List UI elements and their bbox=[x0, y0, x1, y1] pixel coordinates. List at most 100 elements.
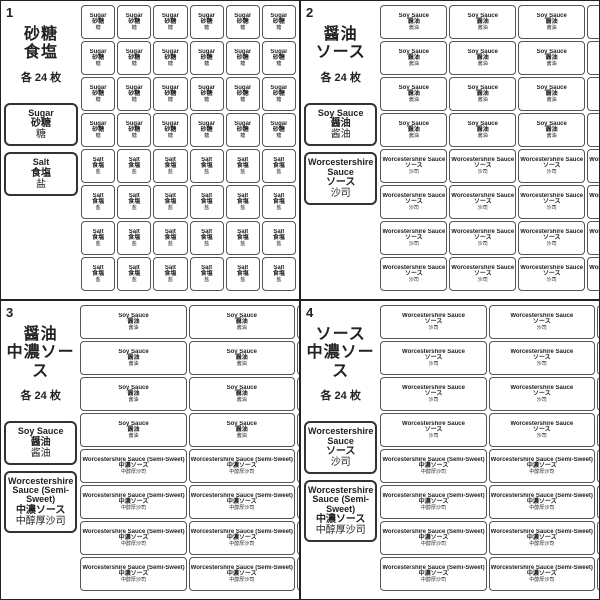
mini-label: Sugar砂糖糖 bbox=[117, 5, 151, 39]
detail-jp: ソース bbox=[326, 446, 356, 457]
mini-cn: 盐 bbox=[132, 242, 137, 247]
mini-label: Salt食塩盐 bbox=[262, 221, 296, 255]
mini-label: Worcestershire Sauce (Semi-Sweet)中濃ソース中醇… bbox=[380, 485, 486, 519]
mini-cn: 中醇厚沙司 bbox=[529, 506, 554, 511]
mini-cn: 沙司 bbox=[547, 206, 557, 211]
mini-cn: 盐 bbox=[276, 278, 281, 283]
detail-en: Sugar bbox=[28, 109, 54, 118]
count-label: 各 24 枚 bbox=[321, 387, 361, 403]
quadrant-number: 1 bbox=[6, 5, 13, 20]
mini-cn: 酱油 bbox=[237, 362, 247, 367]
mini-label: Sugar砂糖糖 bbox=[81, 77, 115, 111]
count-label: 各 24 枚 bbox=[321, 69, 361, 85]
mini-cn: 盐 bbox=[132, 278, 137, 283]
mini-cn: 中醇厚沙司 bbox=[529, 578, 554, 583]
mini-label: Soy Sauce醤油酱油 bbox=[518, 5, 585, 39]
side-panel: 4ソース 中濃ソース各 24 枚Worcestershire Sauceソース沙… bbox=[304, 305, 377, 595]
mini-cn: 酱油 bbox=[409, 134, 419, 139]
mini-label: Sugar砂糖糖 bbox=[190, 113, 224, 147]
detail-cn: 盐 bbox=[36, 179, 46, 190]
mini-label: Sugar砂糖糖 bbox=[81, 41, 115, 75]
mini-label: Salt食塩盐 bbox=[262, 185, 296, 219]
mini-label: Worcestershire Sauce (Semi-Sweet)中濃ソース中醇… bbox=[80, 449, 186, 483]
quadrant-4: 4ソース 中濃ソース各 24 枚Worcestershire Sauceソース沙… bbox=[300, 300, 600, 600]
mini-cn: 沙司 bbox=[547, 170, 557, 175]
mini-label: Sugar砂糖糖 bbox=[81, 113, 115, 147]
mini-label: Soy Sauce醤油酱油 bbox=[449, 5, 516, 39]
mini-cn: 中醇厚沙司 bbox=[421, 470, 446, 475]
mini-cn: 盐 bbox=[204, 206, 209, 211]
mini-label: Soy Sauce醤油酱油 bbox=[80, 341, 186, 375]
mini-label: Sugar砂糖糖 bbox=[117, 41, 151, 75]
mini-cn: 盐 bbox=[168, 278, 173, 283]
mini-label: Sugar砂糖糖 bbox=[117, 113, 151, 147]
detail-en: Worcestershire Sauce (Semi-Sweet) bbox=[308, 486, 373, 514]
detail-card: Worcestershire Sauceソース沙司 bbox=[304, 152, 377, 205]
detail-en: Soy Sauce bbox=[18, 427, 64, 436]
mini-label: Sugar砂糖糖 bbox=[226, 5, 260, 39]
mini-label: Worcestershire Sauce (Semi-Sweet)中濃ソース中醇… bbox=[489, 485, 595, 519]
mini-cn: 酱油 bbox=[129, 362, 139, 367]
mini-label: Worcestershire Sauceソース沙司 bbox=[380, 413, 486, 447]
mini-label: Worcestershire Sauce (Semi-Sweet)中濃ソース中醇… bbox=[80, 485, 186, 519]
mini-label: Worcestershire Sauceソース沙司 bbox=[518, 185, 585, 219]
mini-cn: 糖 bbox=[168, 26, 173, 31]
detail-jp: 醤油 bbox=[331, 118, 351, 129]
mini-cn: 沙司 bbox=[429, 326, 439, 331]
mini-cn: 盐 bbox=[168, 242, 173, 247]
mini-label: Sugar砂糖糖 bbox=[226, 113, 260, 147]
mini-label: Soy Sauce醤油酱油 bbox=[518, 41, 585, 75]
mini-label: Soy Sauce醤油酱油 bbox=[80, 413, 186, 447]
detail-jp: 醤油 bbox=[31, 437, 51, 448]
mini-label: Salt食塩盐 bbox=[81, 149, 115, 183]
label-grid: Worcestershire Sauceソース沙司Worcestershire … bbox=[380, 305, 600, 595]
mini-label: Worcestershire Sauceソース沙司 bbox=[380, 257, 447, 291]
mini-cn: 酱油 bbox=[237, 326, 247, 331]
mini-cn: 中醇厚沙司 bbox=[529, 542, 554, 547]
mini-label: Sugar砂糖糖 bbox=[190, 77, 224, 111]
mini-label: Worcestershire Sauceソース沙司 bbox=[587, 149, 600, 183]
detail-cn: 酱油 bbox=[331, 129, 351, 140]
mini-cn: 糖 bbox=[204, 26, 209, 31]
mini-label: Worcestershire Sauceソース沙司 bbox=[587, 185, 600, 219]
mini-cn: 酱油 bbox=[478, 62, 488, 67]
mini-cn: 酱油 bbox=[129, 326, 139, 331]
detail-card: Salt食塩盐 bbox=[4, 152, 78, 195]
mini-cn: 糖 bbox=[132, 134, 137, 139]
mini-label: Worcestershire Sauce (Semi-Sweet)中濃ソース中醇… bbox=[489, 449, 595, 483]
mini-label: Salt食塩盐 bbox=[226, 185, 260, 219]
mini-label: Salt食塩盐 bbox=[262, 257, 296, 291]
mini-cn: 盐 bbox=[240, 242, 245, 247]
detail-en: Soy Sauce bbox=[318, 109, 364, 118]
mini-label: Salt食塩盐 bbox=[190, 221, 224, 255]
mini-cn: 沙司 bbox=[478, 170, 488, 175]
mini-label: Salt食塩盐 bbox=[117, 221, 151, 255]
mini-cn: 盐 bbox=[96, 170, 101, 175]
mini-label: Salt食塩盐 bbox=[190, 149, 224, 183]
quadrant-2: 2醤油 ソース各 24 枚Soy Sauce醤油酱油Worcestershire… bbox=[300, 0, 600, 300]
mini-label: Soy Sauce醤油酱油 bbox=[189, 305, 295, 339]
mini-cn: 沙司 bbox=[537, 362, 547, 367]
mini-label: Worcestershire Sauceソース沙司 bbox=[449, 221, 516, 255]
mini-label: Worcestershire Sauce (Semi-Sweet)中濃ソース中醇… bbox=[189, 557, 295, 591]
detail-jp: 砂糖 bbox=[31, 118, 51, 129]
mini-label: Salt食塩盐 bbox=[117, 149, 151, 183]
mini-label: Soy Sauce醤油酱油 bbox=[189, 413, 295, 447]
detail-en: Worcestershire Sauce bbox=[308, 427, 373, 446]
mini-cn: 酱油 bbox=[478, 134, 488, 139]
quadrant-3: 3醤油 中濃ソース各 24 枚Soy Sauce醤油酱油Worcestershi… bbox=[0, 300, 300, 600]
detail-jp: 中濃ソース bbox=[16, 505, 66, 516]
mini-cn: 酱油 bbox=[129, 434, 139, 439]
mini-label: Worcestershire Sauce (Semi-Sweet)中濃ソース中醇… bbox=[80, 521, 186, 555]
mini-label: Sugar砂糖糖 bbox=[226, 41, 260, 75]
mini-label: Worcestershire Sauceソース沙司 bbox=[518, 221, 585, 255]
mini-label: Salt食塩盐 bbox=[226, 257, 260, 291]
mini-label: Salt食塩盐 bbox=[81, 257, 115, 291]
mini-label: Salt食塩盐 bbox=[153, 257, 187, 291]
mini-label: Sugar砂糖糖 bbox=[262, 77, 296, 111]
mini-label: Soy Sauce醤油酱油 bbox=[80, 377, 186, 411]
mini-label: Worcestershire Sauce (Semi-Sweet)中濃ソース中醇… bbox=[189, 449, 295, 483]
mini-cn: 糖 bbox=[204, 98, 209, 103]
detail-card: Worcestershire Sauce (Semi-Sweet)中濃ソース中醇… bbox=[4, 471, 77, 533]
mini-cn: 糖 bbox=[240, 62, 245, 67]
